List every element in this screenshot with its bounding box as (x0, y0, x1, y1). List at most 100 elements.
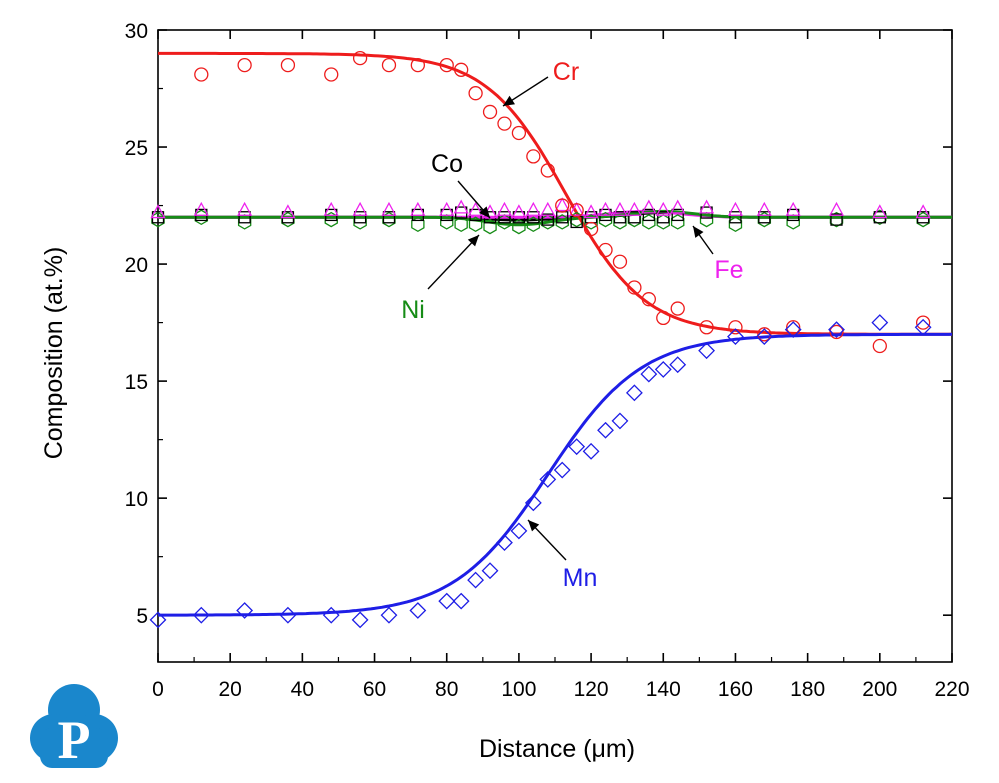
marker-mn (871, 314, 889, 332)
y-tick-label: 5 (136, 605, 148, 628)
series-label-mn: Mn (563, 564, 598, 592)
marker-co (758, 211, 771, 224)
marker-mn (438, 592, 456, 610)
marker-co (628, 211, 641, 224)
marker-fe (641, 199, 657, 214)
marker-co (729, 211, 742, 224)
marker-cr (280, 57, 296, 73)
marker-co (498, 211, 511, 224)
marker-mn (279, 606, 297, 624)
marker-cr (757, 327, 772, 342)
marker-mn (496, 534, 513, 552)
marker-mn (149, 611, 167, 629)
marker-cr (699, 320, 714, 335)
y-tick-label: 15 (125, 371, 148, 394)
marker-cr (237, 57, 252, 73)
marker-cr (656, 310, 671, 326)
marker-fe (150, 204, 166, 219)
marker-fe (496, 201, 513, 216)
marker-mn (611, 412, 629, 430)
x-tick-label: 200 (862, 678, 897, 701)
marker-mn (351, 611, 369, 629)
y-tick-label: 25 (125, 137, 148, 160)
marker-mn (452, 592, 470, 610)
marker-co (382, 211, 396, 224)
x-tick-label: 20 (219, 678, 242, 701)
marker-cr (194, 67, 209, 82)
marker-mn (654, 360, 672, 378)
x-axis: 0 20 40 60 80 100 120 140 160 180 200 220 (152, 30, 970, 701)
marker-fe (727, 201, 744, 216)
marker-mn (755, 328, 773, 346)
marker-cr (439, 57, 454, 73)
marker-mn (914, 318, 932, 336)
logo-letter: P (58, 710, 91, 770)
marker-cr (381, 57, 397, 73)
series-label-ni: Ni (401, 296, 425, 324)
x-tick-label: 180 (790, 678, 825, 701)
marker-fe (352, 201, 368, 216)
marker-co (642, 208, 655, 222)
marker-ni (670, 214, 685, 230)
marker-mn (192, 606, 210, 624)
marker-ni (454, 216, 468, 233)
plot-frame (157, 29, 953, 663)
plot-border (157, 29, 953, 663)
y-tick-label: 20 (125, 254, 148, 277)
marker-fe (525, 201, 541, 216)
marker-mn (481, 562, 499, 580)
marker-cr (511, 125, 527, 141)
marker-ni (728, 216, 743, 233)
marker-co (830, 213, 843, 226)
marker-mn (510, 522, 528, 540)
marker-cr (468, 86, 483, 101)
x-tick-label: 40 (291, 678, 314, 701)
logo-cloud-base (40, 728, 108, 768)
fit-curve-cr (158, 51, 952, 336)
marker-mn (409, 602, 427, 619)
marker-fe (280, 204, 296, 219)
marker-fe (915, 204, 931, 219)
marker-ni (642, 214, 656, 230)
marker-mn (539, 471, 557, 488)
marker-mn (727, 328, 744, 346)
marker-fe (453, 199, 469, 214)
x-tick-label: 80 (435, 678, 458, 701)
marker-co (238, 211, 251, 224)
marker-fe (193, 201, 209, 216)
marker-cr (482, 104, 498, 120)
series-label-fe: Fe (714, 256, 743, 284)
marker-mn (553, 461, 571, 479)
series-label-co: Co (431, 150, 463, 178)
marker-fe (468, 201, 484, 216)
y-tick-label: 30 (125, 20, 148, 43)
marker-cr (410, 57, 426, 73)
marker-fe (670, 199, 686, 214)
marker-mn (568, 438, 586, 456)
marker-cr (728, 320, 743, 335)
marker-fe (439, 201, 455, 216)
marker-cr (555, 198, 570, 213)
marker-fe (655, 201, 671, 216)
marker-mn (784, 321, 802, 339)
marker-cr (670, 301, 685, 316)
marker-fe (828, 201, 845, 216)
marker-fe (323, 201, 339, 216)
arrowhead-ni (467, 235, 479, 247)
marker-co (527, 211, 540, 224)
marker-fe (756, 201, 772, 216)
marker-cr (526, 149, 541, 164)
marker-cr (915, 315, 931, 330)
x-tick-label: 120 (574, 678, 609, 701)
marker-cr (583, 221, 599, 237)
x-tick-label: 0 (152, 678, 164, 701)
company-logo: P (30, 684, 118, 770)
marker-cr (352, 50, 368, 66)
marker-co (353, 211, 367, 224)
arrowhead-fe (693, 226, 704, 238)
marker-mn (625, 384, 643, 402)
arrowhead-co (479, 206, 490, 218)
marker-cr (569, 203, 584, 218)
marker-cr (497, 116, 512, 131)
